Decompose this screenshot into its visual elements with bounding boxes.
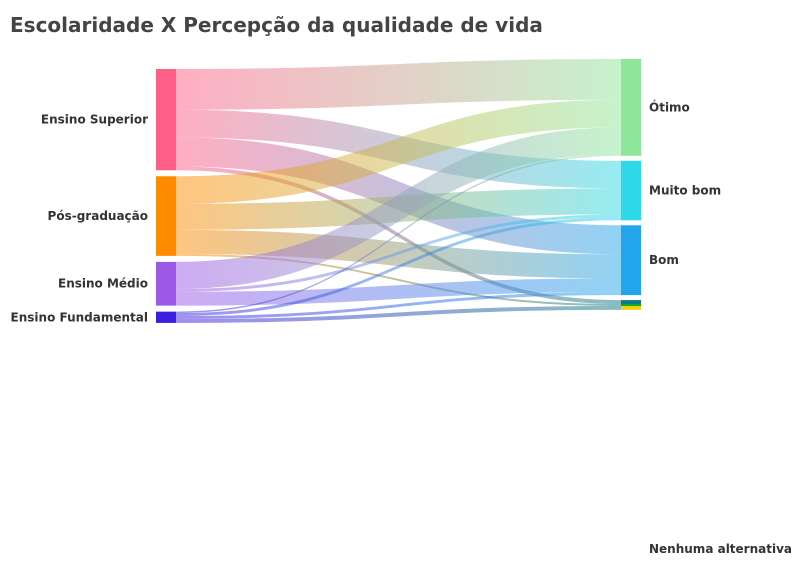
- link-ensino-fundamental-to-muito-bom: [176, 217, 621, 317]
- link-pos-graduacao-to-nenhuma-alternativa: [176, 253, 621, 306]
- node-bom: [621, 225, 641, 296]
- node-nenhuma-alternativa-segment: [621, 300, 641, 305]
- sankey-links: [176, 59, 621, 323]
- link-ensino-fundamental-to-otimo: [176, 154, 621, 314]
- node-label-bom: Bom: [649, 253, 679, 267]
- node-otimo: [621, 59, 641, 156]
- link-ensino-fundamental-to-nenhuma-alternativa: [176, 305, 621, 323]
- node-label-ensino-fundamental: Ensino Fundamental: [11, 310, 148, 324]
- link-ensino-fundamental-to-bom: [176, 292, 621, 319]
- link-ensino-superior-to-nenhuma-alternativa: [176, 166, 621, 305]
- link-ensino-medio-to-otimo: [176, 127, 621, 289]
- link-pos-graduacao-to-otimo: [176, 99, 621, 204]
- link-ensino-superior-to-otimo: [176, 59, 621, 110]
- node-ensino-medio: [156, 261, 176, 306]
- node-label-pos-graduacao: Pós-graduação: [48, 209, 148, 223]
- node-pos-graduacao: [156, 176, 176, 256]
- node-nenhuma-alternativa-segment: [621, 304, 641, 306]
- sankey-nodes: [156, 59, 641, 323]
- node-label-nenhuma-alternativa: Nenhuma alternativa: [649, 542, 792, 556]
- link-ensino-medio-to-muito-bom: [176, 214, 621, 292]
- node-nenhuma-alternativa-segment: [621, 305, 641, 310]
- node-ensino-superior: [156, 69, 176, 171]
- node-ensino-fundamental: [156, 311, 176, 323]
- node-label-ensino-medio: Ensino Médio: [58, 277, 148, 291]
- node-muito-bom: [621, 160, 641, 221]
- chart-title: Escolaridade X Percepção da qualidade de…: [10, 13, 543, 37]
- node-label-muito-bom: Muito bom: [649, 184, 721, 198]
- link-ensino-medio-to-bom: [176, 278, 621, 306]
- node-label-ensino-superior: Ensino Superior: [41, 113, 148, 127]
- sankey-labels: Ensino Superior Pós-graduação Ensino Médio…: [11, 99, 792, 556]
- node-label-otimo: Ótimo: [649, 99, 690, 114]
